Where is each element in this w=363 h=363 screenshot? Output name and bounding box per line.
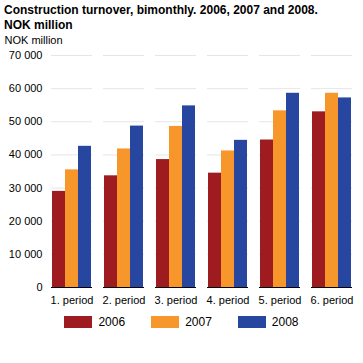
svg-text:4. period: 4. period [207, 294, 250, 306]
html-text:2008: 2008 [271, 315, 299, 329]
svg-text:50 000: 50 000 [9, 115, 43, 127]
svg-text:0: 0 [36, 281, 42, 293]
svg-text:40 000: 40 000 [9, 148, 43, 160]
svg-text:10 000: 10 000 [9, 248, 43, 260]
html-text:Construction turnover, bimonth: Construction turnover, bimonthly. 2006, … [4, 3, 318, 17]
svg-text:1. period: 1. period [51, 294, 94, 306]
svg-text:30 000: 30 000 [9, 182, 43, 194]
svg-text:70 000: 70 000 [9, 49, 43, 61]
svg-text:6. period: 6. period [311, 294, 354, 306]
svg-text:NOK million: NOK million [5, 34, 63, 46]
html-text:NOK million: NOK million [4, 18, 73, 32]
svg-text:5. period: 5. period [259, 294, 302, 306]
svg-text:2. period: 2. period [103, 294, 146, 306]
html-text:2007: 2007 [185, 315, 212, 329]
svg-text:60 000: 60 000 [9, 82, 43, 94]
svg-text:3. period: 3. period [155, 294, 198, 306]
html-text:2006: 2006 [98, 315, 126, 329]
svg-text:20 000: 20 000 [9, 215, 43, 227]
